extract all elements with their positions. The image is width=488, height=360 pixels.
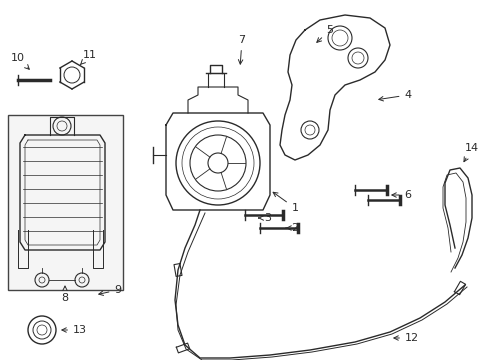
Text: 8: 8 <box>61 286 68 303</box>
Text: 10: 10 <box>11 53 29 69</box>
Text: 12: 12 <box>393 333 418 343</box>
Text: 7: 7 <box>238 35 245 64</box>
Text: 11: 11 <box>80 50 97 65</box>
Text: 5: 5 <box>316 25 333 42</box>
Text: 9: 9 <box>99 285 122 296</box>
Text: 2: 2 <box>285 223 298 233</box>
Text: 3: 3 <box>258 213 271 223</box>
Text: 1: 1 <box>273 192 298 213</box>
Text: 6: 6 <box>391 190 411 200</box>
Text: 4: 4 <box>378 90 411 101</box>
Bar <box>8 115 123 290</box>
Text: 13: 13 <box>62 325 87 335</box>
Text: 14: 14 <box>463 143 478 162</box>
